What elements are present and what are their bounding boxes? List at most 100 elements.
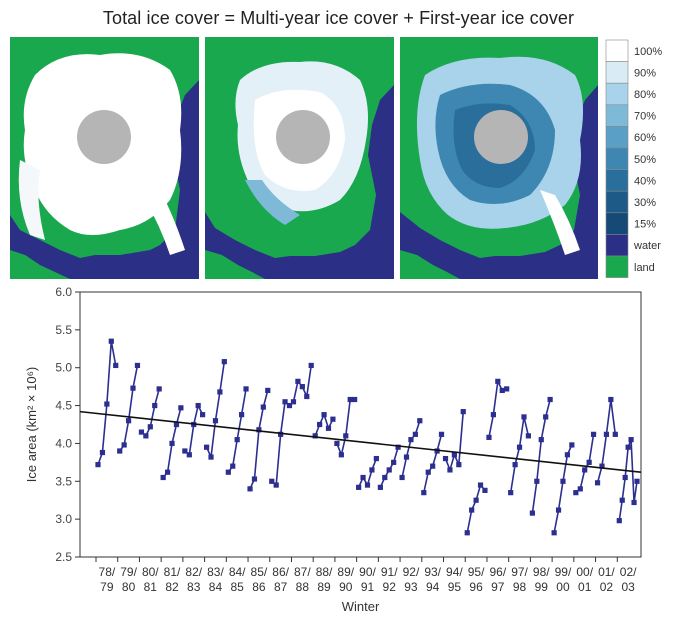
data-point (421, 490, 427, 496)
data-point (269, 478, 275, 484)
data-point (217, 389, 223, 395)
x-tick-label: 95 (448, 580, 462, 594)
data-point (130, 385, 136, 391)
data-point (590, 431, 597, 437)
data-point (386, 467, 392, 473)
data-point (464, 530, 470, 536)
x-tick-label: 79 (100, 580, 114, 594)
x-tick-label: 90/ (359, 565, 376, 579)
data-point (95, 462, 101, 468)
data-point (225, 469, 231, 475)
x-tick-label: 01/ (598, 565, 615, 579)
legend-label: 50% (634, 154, 656, 166)
winter-series-line (379, 446, 399, 488)
data-point (239, 412, 245, 418)
x-tick-label: 83/ (207, 565, 224, 579)
x-tick-label: 00 (556, 580, 570, 594)
x-tick-label: 90 (339, 580, 353, 594)
first-year-ice-map (400, 37, 598, 279)
x-tick-label: 91 (361, 580, 375, 594)
x-tick-label: 84/ (229, 565, 246, 579)
data-point (438, 431, 445, 437)
x-axis-label: Winter (342, 599, 380, 614)
x-tick-label: 93/ (424, 565, 441, 579)
x-tick-label: 80 (122, 580, 136, 594)
trend-line (79, 410, 642, 473)
ice-cover-maps (10, 37, 598, 279)
x-tick-label: 93 (404, 580, 418, 594)
x-tick-label: 88 (296, 580, 310, 594)
data-point (634, 478, 640, 484)
x-tick-label: 03 (621, 580, 635, 594)
data-point (104, 401, 110, 407)
x-tick-label: 84 (209, 580, 223, 594)
data-point (456, 462, 462, 468)
winter-series-line (205, 361, 226, 460)
data-point (417, 418, 423, 424)
data-point (251, 476, 258, 482)
data-point (547, 396, 553, 403)
data-point (156, 386, 162, 392)
x-tick-label: 98/ (533, 565, 550, 579)
x-tick-label: 82 (165, 580, 179, 594)
data-point (347, 396, 353, 403)
data-point (334, 440, 340, 447)
y-tick-label: 5.5 (55, 323, 72, 337)
x-tick-label: 85/ (251, 565, 268, 579)
legend-label: 60% (634, 132, 656, 144)
x-tick-label: 78/ (99, 565, 116, 579)
data-point (256, 427, 262, 433)
legend-swatch-70pct (605, 104, 629, 127)
legend-label: 40% (634, 175, 656, 187)
data-point (312, 433, 318, 439)
data-point (529, 510, 535, 516)
data-point (573, 490, 579, 496)
data-point (616, 518, 622, 524)
x-tick-label: 95/ (468, 565, 485, 579)
data-point (586, 459, 592, 465)
data-point (391, 459, 397, 465)
data-point (360, 474, 366, 481)
data-point (290, 399, 297, 405)
y-tick-label: 3.0 (55, 512, 72, 526)
data-point (625, 444, 631, 450)
data-point (594, 480, 601, 486)
y-tick-label: 4.0 (55, 436, 72, 450)
data-point (299, 384, 305, 390)
data-point (512, 462, 518, 468)
legend-label: 70% (634, 111, 656, 123)
data-point (521, 414, 527, 420)
data-point (321, 412, 327, 418)
x-tick-label: 86/ (272, 565, 289, 579)
data-point (555, 507, 562, 513)
data-point (377, 484, 383, 490)
winter-series-line (423, 434, 443, 493)
legend-swatch-100pct (605, 39, 629, 62)
data-point (399, 474, 405, 481)
winter-series-line (271, 400, 290, 487)
data-point (204, 444, 210, 450)
winter-series-line (444, 411, 465, 473)
data-point (352, 396, 358, 403)
data-point (273, 482, 279, 488)
x-tick-label: 88/ (316, 565, 333, 579)
data-point (495, 378, 501, 384)
data-point (599, 463, 605, 469)
y-tick-label: 2.5 (55, 550, 72, 564)
data-point (121, 442, 127, 448)
x-tick-label: 83 (187, 580, 201, 594)
data-point (469, 507, 475, 513)
data-point (138, 429, 145, 435)
data-point (403, 454, 410, 460)
x-tick-label: 87 (274, 580, 288, 594)
data-point (243, 386, 249, 392)
data-point (195, 402, 201, 409)
x-tick-label: 81 (144, 580, 158, 594)
data-point (160, 474, 166, 481)
legend-label: land (634, 262, 655, 274)
data-point (560, 478, 566, 484)
data-point (516, 444, 523, 450)
winter-series-line (227, 388, 247, 473)
data-point (538, 437, 544, 443)
data-point (619, 497, 625, 503)
